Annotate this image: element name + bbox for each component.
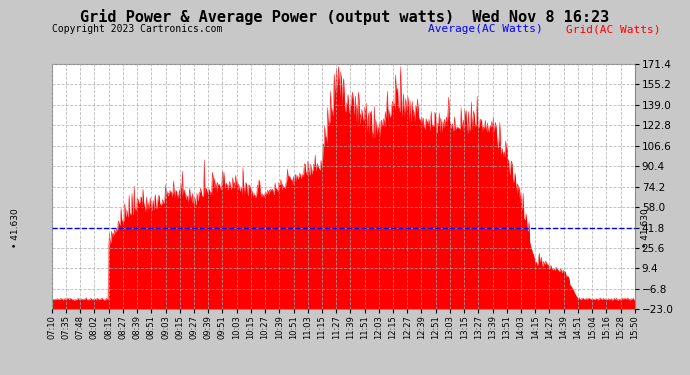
Text: Average(AC Watts): Average(AC Watts) [428,24,542,34]
Text: • 41.630: • 41.630 [10,208,20,248]
Text: • 41.630: • 41.630 [640,208,649,248]
Text: Grid(AC Watts): Grid(AC Watts) [566,24,660,34]
Text: Copyright 2023 Cartronics.com: Copyright 2023 Cartronics.com [52,24,222,34]
Text: Grid Power & Average Power (output watts)  Wed Nov 8 16:23: Grid Power & Average Power (output watts… [80,9,610,26]
